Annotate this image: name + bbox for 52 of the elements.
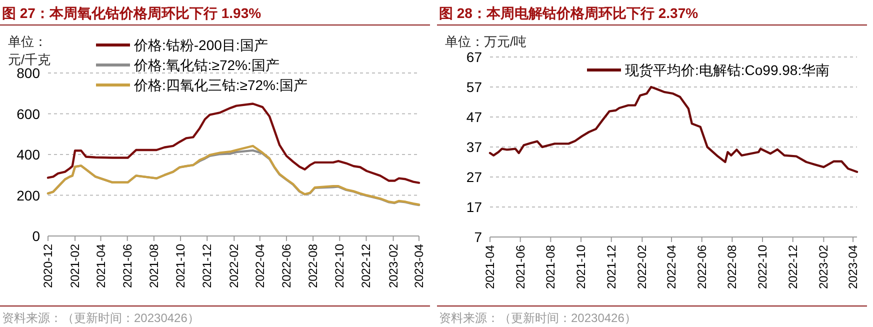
legend-label: 价格:钴粉-200目:国产 [133, 37, 268, 53]
text: 资料来源：（更新时间：20230426） [2, 311, 200, 325]
y-tick-label: 7 [474, 229, 482, 245]
y-tick-label: 37 [466, 139, 482, 155]
legend-label: 价格:四氧化三钴:≥72%:国产 [133, 77, 308, 93]
x-tick-label: 2020-12 [41, 244, 55, 288]
x-tick-label: 2021-02 [68, 244, 82, 288]
x-tick-label: 2021-08 [544, 244, 558, 290]
x-tick-label: 2022-10 [756, 244, 770, 290]
x-tick-label: 2022-04 [252, 244, 267, 288]
chart-title: 图 27：本周氧化钴价格周环比下行 1.93% [2, 5, 262, 21]
x-tick-label: 2022-02 [227, 244, 242, 288]
y-tick-label: 27 [466, 169, 482, 185]
x-tick-label: 2022-06 [694, 244, 709, 290]
x-tick-label: 2023-02 [816, 244, 831, 290]
x-tick-label: 2022-06 [279, 244, 294, 288]
x-tick-label: 2023-04 [412, 244, 426, 288]
x-tick-label: 2022-08 [306, 244, 320, 288]
x-tick-label: 2021-04 [483, 244, 497, 290]
x-tick-label: 2023-02 [386, 244, 400, 288]
x-tick-label: 2022-12 [359, 244, 374, 288]
y-tick-label: 600 [16, 106, 40, 122]
y-tick-label: 400 [16, 146, 40, 162]
x-tick-label: 2022-04 [664, 244, 679, 290]
x-tick-label: 2022-10 [332, 244, 347, 288]
x-tick-label: 2021-06 [120, 244, 134, 288]
y-tick-label: 47 [466, 109, 482, 125]
line-series [488, 86, 858, 173]
x-tick-label: 2021-10 [174, 244, 188, 288]
y-tick-label: 800 [16, 65, 40, 81]
x-tick-label: 2021-10 [574, 244, 588, 290]
y-tick-label: 0 [32, 228, 40, 244]
x-tick-label: 2021-04 [94, 244, 108, 288]
x-tick-label: 2021-12 [200, 244, 214, 288]
text: 资料来源：（更新时间：20230426） [439, 311, 636, 325]
y-axis-title: 单位：元/千克 [8, 34, 51, 67]
x-tick-label: 2022-12 [786, 244, 800, 290]
chart-title: 图 28：本周电解钴价格周环比下行 2.37% [439, 5, 699, 21]
x-tick-label: 2022-02 [635, 244, 650, 290]
legend-label: 现货平均价:电解钴:Co99.98:华南 [625, 62, 830, 78]
line-series [46, 102, 420, 184]
y-tick-label: 57 [466, 79, 482, 95]
x-tick-label: 2021-08 [146, 244, 161, 288]
x-tick-label: 2023-04 [846, 244, 860, 290]
y-axis-title: 单位：万元/吨 [445, 34, 527, 49]
x-tick-label: 2021-12 [604, 244, 618, 290]
y-tick-label: 67 [466, 49, 482, 65]
y-tick-label: 200 [16, 187, 40, 204]
y-tick-label: 17 [466, 199, 482, 215]
x-tick-label: 2022-08 [725, 244, 740, 290]
x-tick-label: 2021-06 [513, 244, 528, 290]
legend-label: 价格:氧化钴:≥72%:国产 [133, 57, 280, 73]
